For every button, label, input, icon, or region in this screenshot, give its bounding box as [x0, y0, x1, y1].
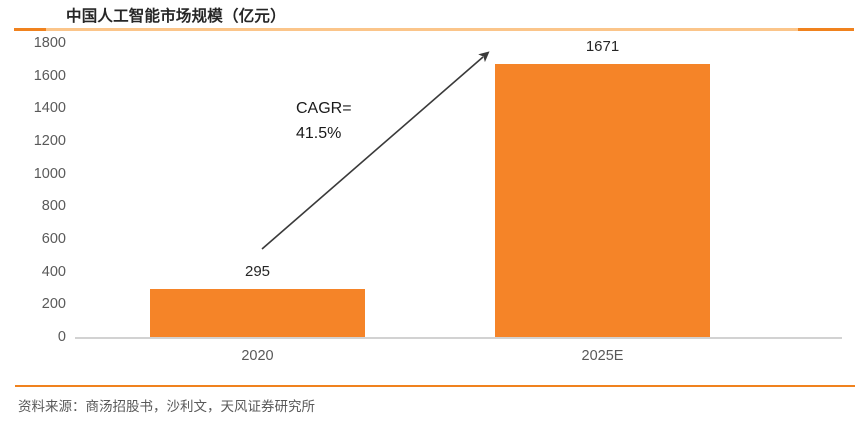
- y-axis-tick-label: 400: [41, 263, 66, 280]
- bar: [495, 64, 710, 337]
- y-axis-tick-label: 1000: [33, 165, 66, 182]
- header-divider-cap-left: [14, 28, 46, 31]
- cagr-line-1: CAGR=: [296, 100, 352, 117]
- cagr-annotation: CAGR= 41.5%: [296, 96, 352, 146]
- cagr-line-2: 41.5%: [296, 125, 342, 142]
- bar-value-label: 295: [244, 262, 271, 280]
- page-title: 中国人工智能市场规模（亿元）: [66, 8, 286, 25]
- y-axis-tick-label: 1400: [33, 100, 66, 117]
- header-divider: [14, 28, 854, 31]
- y-axis-tick-label: 600: [41, 231, 66, 247]
- y-axis-tick-label: 1600: [33, 67, 66, 84]
- y-axis-tick-label: 1200: [33, 133, 66, 149]
- y-axis-tick-label: 800: [41, 198, 66, 215]
- source-note: 资料来源：商汤招股书，沙利文，天风证券研究所: [18, 399, 315, 414]
- y-axis-tick-label: 200: [41, 296, 66, 313]
- footer-divider: [15, 385, 855, 387]
- x-axis-tick-label: 2020: [241, 348, 274, 364]
- y-axis-tick-label: 1800: [33, 35, 66, 51]
- y-axis-tick-label: 0: [57, 329, 66, 345]
- header-divider-cap-right: [798, 28, 854, 31]
- bar: [150, 288, 365, 337]
- x-axis-tick-label: 2025E: [581, 348, 624, 364]
- x-axis-baseline: [75, 337, 842, 339]
- bar-value-label: 1671: [585, 38, 620, 56]
